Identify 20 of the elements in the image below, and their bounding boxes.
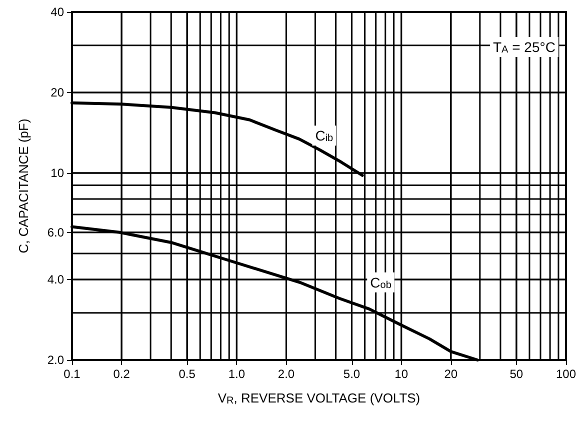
y-tick-label: 40 [50, 5, 64, 19]
annotation: TA = 25°C [493, 39, 556, 56]
x-tick-label: 0.1 [64, 367, 81, 381]
x-tick-label: 0.2 [113, 367, 130, 381]
y-axis-title: C, CAPACITANCE (pF) [16, 118, 31, 254]
y-tick-label: 20 [50, 86, 64, 100]
annotation: Cib [315, 128, 334, 144]
x-tick-label: 5.0 [343, 367, 360, 381]
x-tick-label: 1.0 [228, 367, 246, 381]
annotation: Cob [370, 274, 392, 291]
y-tick-label: 6.0 [47, 225, 64, 240]
y-tick-label: 2.0 [47, 353, 64, 367]
x-tick-label: 100 [556, 367, 576, 381]
x-tick-label: 50 [510, 367, 524, 381]
x-tick-label: 10 [394, 367, 408, 381]
y-tick-label: 10 [50, 166, 64, 180]
y-tick-label: 4.0 [47, 272, 64, 286]
x-tick-label: 0.5 [178, 367, 196, 381]
x-tick-label: 20 [444, 367, 458, 381]
x-tick-label: 2.0 [278, 367, 295, 381]
